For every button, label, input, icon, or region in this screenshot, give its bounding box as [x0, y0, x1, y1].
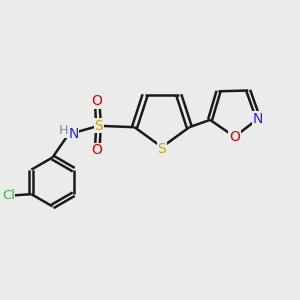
Text: H: H — [58, 124, 68, 137]
Text: N: N — [253, 112, 263, 126]
Text: N: N — [68, 128, 79, 141]
Text: S: S — [158, 142, 166, 156]
Text: Cl: Cl — [2, 189, 15, 202]
Text: S: S — [94, 119, 103, 133]
Text: O: O — [229, 130, 240, 144]
Text: O: O — [92, 94, 103, 108]
Text: O: O — [92, 143, 103, 157]
